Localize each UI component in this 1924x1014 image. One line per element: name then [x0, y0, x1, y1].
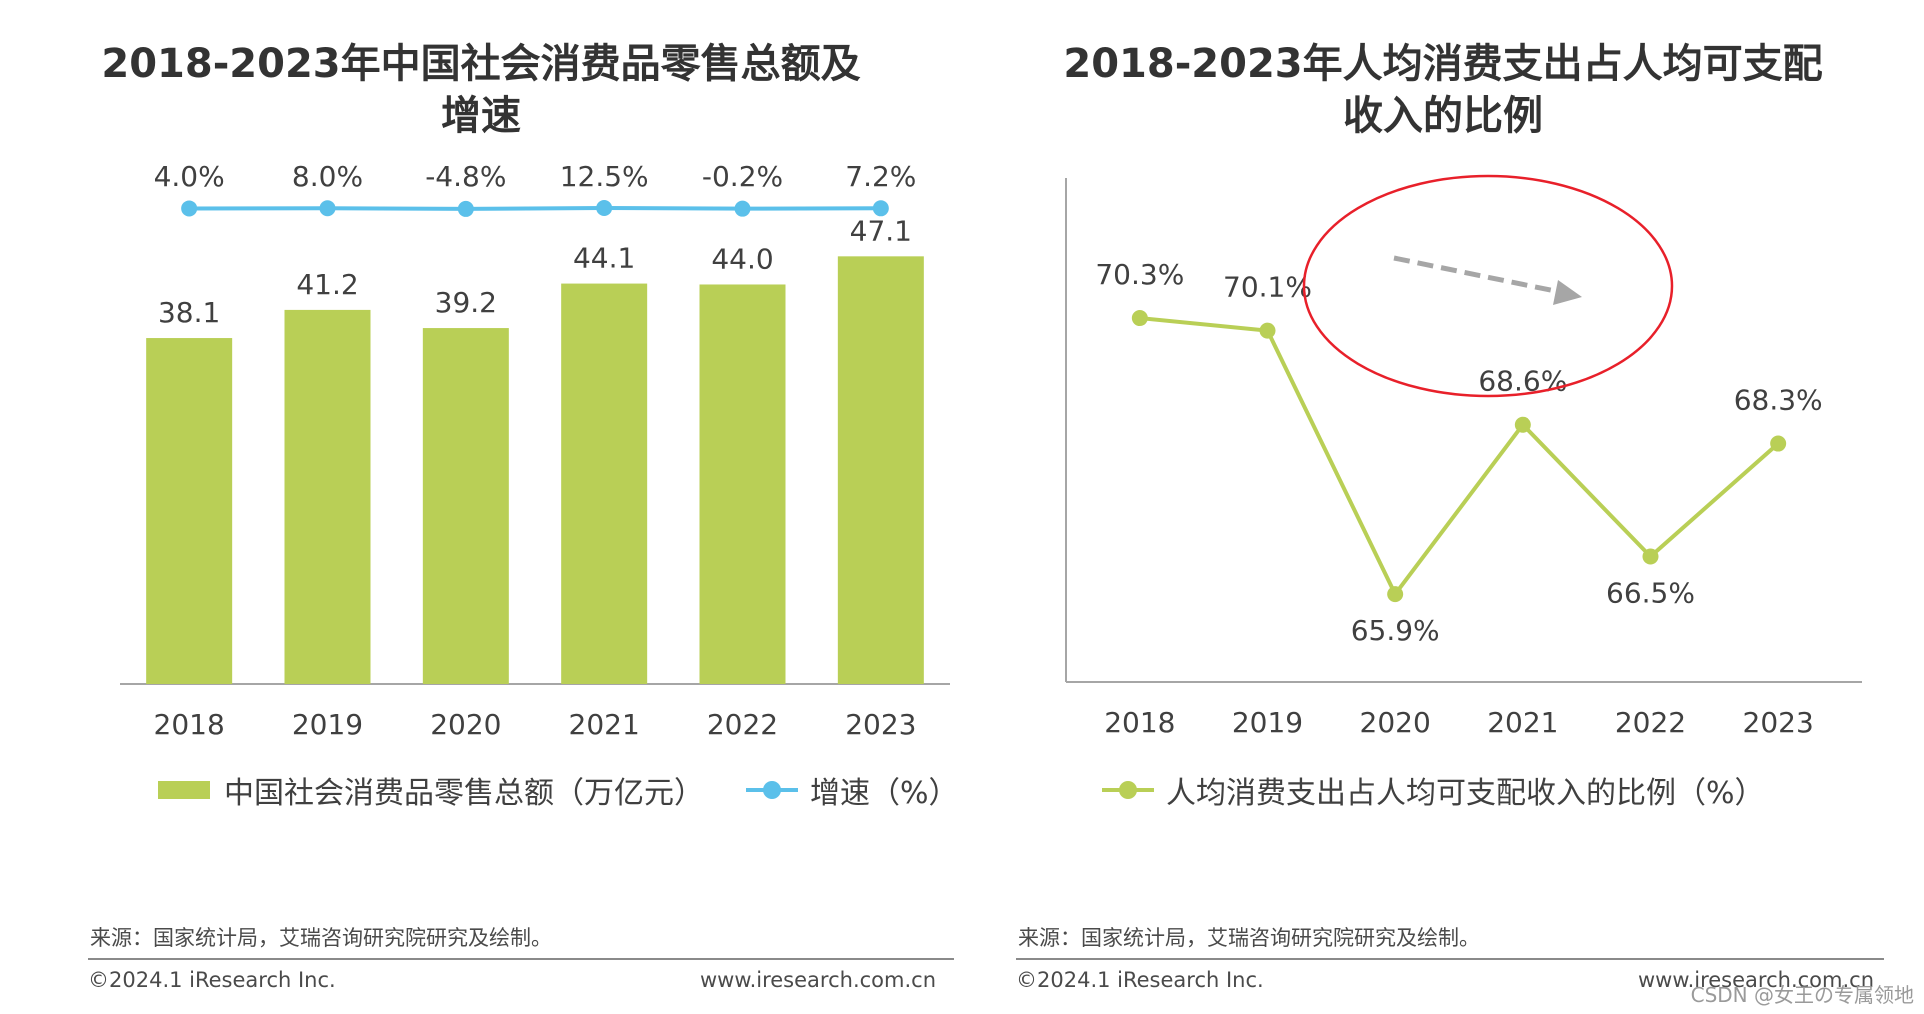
legend-line-swatch — [1102, 780, 1154, 800]
growth-label-2019: 8.0% — [292, 160, 363, 193]
x-tick-label-2020: 2020 — [430, 708, 501, 741]
trend-annotation-arrow — [1393, 255, 1561, 295]
bar-value-label-2023: 47.1 — [850, 214, 912, 247]
copyright: ©2024.1 iResearch Inc. — [88, 968, 336, 992]
legend-bar-label: 中国社会消费品零售总额（万亿元） — [224, 776, 704, 811]
bar-2020 — [422, 328, 509, 684]
ratio-point-2019 — [1259, 322, 1276, 339]
growth-label-2021: 12.5% — [560, 160, 649, 193]
ratio-label-2018: 70.3% — [1095, 258, 1184, 291]
chart-legend: 人均消费支出占人均可支配收入的比例（%） — [1102, 768, 1807, 812]
legend-bar-swatch — [158, 781, 210, 799]
footer-divider — [88, 958, 954, 960]
chart-title-line-1: 2018-2023年中国社会消费品零售总额及 — [101, 41, 861, 87]
source-note: 来源：国家统计局，艾瑞咨询研究院研究及绘制。 — [1018, 926, 1480, 950]
x-tick-label-2019: 2019 — [1232, 706, 1303, 739]
consumption-ratio-chart: 70.3% 2018 70.1% 2019 65.9% 2020 68.6% 2021 66.5… — [1065, 174, 1862, 739]
bar-2021 — [561, 283, 648, 684]
trend-annotation-circle — [1302, 174, 1674, 398]
source-note: 来源：国家统计局，艾瑞咨询研究院研究及绘制。 — [90, 926, 552, 950]
bar-value-label-2021: 44.1 — [573, 242, 635, 275]
bar-2019 — [284, 309, 371, 684]
legend-line-swatch — [746, 780, 798, 800]
growth-point-2018 — [181, 200, 198, 217]
legend-item-retail-sales: 中国社会消费品零售总额（万亿元） — [158, 768, 704, 812]
growth-label-2022: -0.2% — [702, 160, 783, 193]
chart-title: 2018-2023年人均消费支出占人均可支配 收入的比例 — [962, 38, 1924, 142]
ratio-label-2019: 70.1% — [1223, 271, 1312, 304]
growth-label-2023: 7.2% — [845, 160, 916, 193]
x-tick-label-2023: 2023 — [1743, 706, 1814, 739]
ratio-label-2022: 66.5% — [1606, 577, 1695, 610]
bar-2018 — [146, 338, 233, 684]
bar-value-label-2020: 39.2 — [435, 286, 497, 319]
chart-title-line-2: 收入的比例 — [1343, 93, 1543, 139]
legend-item-ratio: 人均消费支出占人均可支配收入的比例（%） — [1102, 768, 1765, 812]
ratio-label-2020: 65.9% — [1351, 614, 1440, 647]
x-tick-label-2023: 2023 — [845, 708, 916, 741]
website: www.iresearch.com.cn — [1637, 968, 1874, 992]
ratio-point-2023 — [1770, 435, 1787, 452]
consumption-ratio-chart-panel: 2018-2023年人均消费支出占人均可支配 收入的比例 70.3% 2018 70… — [962, 0, 1924, 1014]
ratio-label-2021: 68.6% — [1478, 365, 1567, 398]
ratio-point-2021 — [1514, 416, 1531, 433]
chart-legend: 中国社会消费品零售总额（万亿元） 增速（%） — [158, 768, 1001, 812]
bar-value-label-2018: 38.1 — [158, 296, 220, 329]
trend-annotation-arrowhead — [1553, 280, 1582, 305]
x-tick-label-2021: 2021 — [569, 708, 640, 741]
bar-2023 — [837, 256, 924, 684]
growth-point-2020 — [457, 200, 474, 217]
chart-title: 2018-2023年中国社会消费品零售总额及 增速 — [0, 38, 962, 142]
x-tick-label-2021: 2021 — [1487, 706, 1558, 739]
x-tick-label-2019: 2019 — [292, 708, 363, 741]
x-tick-label-2018: 2018 — [154, 708, 225, 741]
growth-point-2021 — [596, 200, 613, 216]
copyright: ©2024.1 iResearch Inc. — [1016, 968, 1264, 992]
x-tick-label-2022: 2022 — [1615, 706, 1686, 739]
website: www.iresearch.com.cn — [699, 968, 936, 992]
growth-label-2020: -4.8% — [425, 160, 506, 193]
growth-point-2022 — [734, 200, 751, 217]
ratio-point-2018 — [1131, 310, 1148, 327]
ratio-point-2020 — [1387, 586, 1404, 603]
bar-2022 — [699, 284, 786, 684]
x-tick-label-2022: 2022 — [707, 708, 778, 741]
retail-sales-chart: 38.1 2018 41.2 2019 39.2 2020 44.1 2021 44.0 2022… — [120, 160, 950, 741]
growth-point-2019 — [319, 200, 336, 217]
watermark: CSDN @女王の专属领地 — [1690, 983, 1914, 1007]
legend-line-label: 增速（%） — [810, 776, 959, 811]
ratio-label-2023: 68.3% — [1734, 384, 1823, 417]
growth-label-2018: 4.0% — [154, 160, 225, 193]
footer-divider — [1016, 958, 1884, 960]
legend-item-growth: 增速（%） — [746, 768, 959, 812]
bar-value-label-2022: 44.0 — [711, 242, 773, 275]
retail-sales-chart-panel: 2018-2023年中国社会消费品零售总额及 增速 38.1 2018 41.2 20… — [0, 38, 962, 992]
x-tick-label-2018: 2018 — [1104, 706, 1175, 739]
growth-point-2023 — [872, 200, 889, 217]
ratio-point-2022 — [1642, 548, 1659, 565]
legend-line-label: 人均消费支出占人均可支配收入的比例（%） — [1166, 776, 1765, 811]
ratio-line — [1139, 316, 1780, 598]
growth-line — [189, 205, 881, 211]
chart-title-line-1: 2018-2023年人均消费支出占人均可支配 — [1063, 41, 1823, 87]
bar-value-label-2019: 41.2 — [296, 268, 358, 301]
chart-title-line-2: 增速 — [441, 93, 521, 139]
x-tick-label-2020: 2020 — [1360, 706, 1431, 739]
